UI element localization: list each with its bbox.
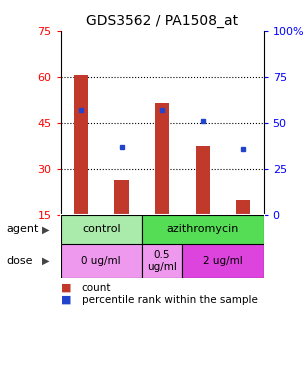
Bar (155, 103, 169, 215)
Text: 0.5
ug/ml: 0.5 ug/ml (147, 250, 177, 272)
Bar (236, 200, 250, 215)
Text: GSM319878: GSM319878 (239, 217, 248, 272)
Bar (142, 215, 264, 244)
Text: dose: dose (6, 256, 32, 266)
Bar (196, 146, 210, 215)
Text: ■: ■ (61, 283, 71, 293)
Text: GSM319875: GSM319875 (158, 217, 167, 272)
Text: ▶: ▶ (42, 224, 49, 235)
Text: percentile rank within the sample: percentile rank within the sample (82, 295, 258, 305)
Bar (101, 215, 142, 275)
Text: azithromycin: azithromycin (167, 224, 239, 235)
Text: agent: agent (6, 224, 38, 235)
Bar (182, 244, 264, 278)
Text: GSM319877: GSM319877 (117, 217, 126, 272)
Bar (142, 244, 182, 278)
Bar (61, 244, 142, 278)
Bar (182, 215, 223, 275)
Bar (61, 215, 142, 244)
Text: ▶: ▶ (42, 256, 49, 266)
Text: GSM319874: GSM319874 (76, 217, 85, 272)
Text: 2 ug/ml: 2 ug/ml (203, 256, 243, 266)
Bar (115, 180, 128, 215)
Text: ■: ■ (61, 295, 71, 305)
Bar (61, 215, 101, 275)
Title: GDS3562 / PA1508_at: GDS3562 / PA1508_at (86, 14, 238, 28)
Bar (142, 215, 182, 275)
Text: count: count (82, 283, 111, 293)
Text: control: control (82, 224, 121, 235)
Text: GSM319876: GSM319876 (198, 217, 207, 272)
Text: 0 ug/ml: 0 ug/ml (82, 256, 121, 266)
Bar (223, 215, 264, 275)
Bar (74, 75, 88, 215)
